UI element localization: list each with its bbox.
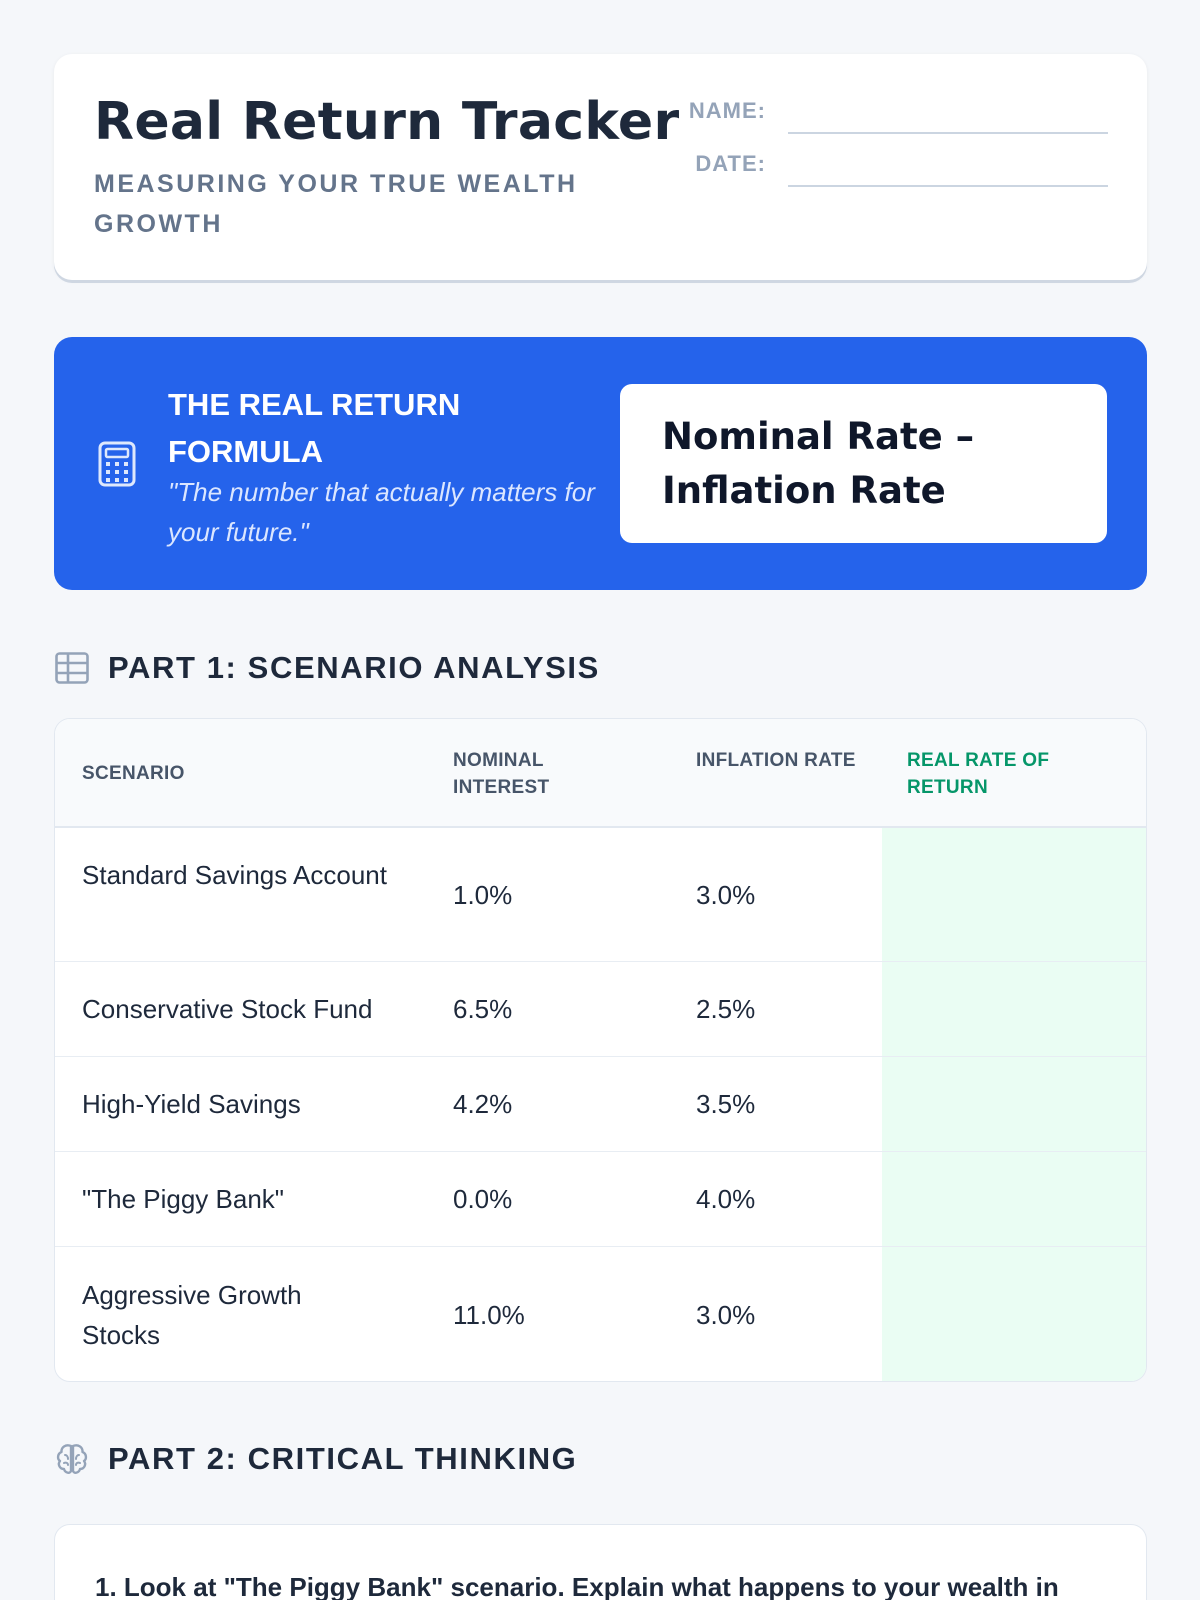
column-header-real-return: REAL RATE OF RETURN xyxy=(907,750,1050,798)
table-row: Standard Savings Account 1.0% 3.0% xyxy=(55,828,1146,962)
question-card: 1. Look at "The Piggy Bank" scenario. Ex… xyxy=(54,1524,1147,1600)
calculator-icon xyxy=(98,441,136,487)
question-1: 1. Look at "The Piggy Bank" scenario. Ex… xyxy=(95,1572,1059,1600)
header-card: Real Return Tracker MEASURING YOUR TRUE … xyxy=(54,54,1147,280)
scenario-name: "The Piggy Bank" xyxy=(82,1184,285,1214)
scenario-name: Standard Savings Account xyxy=(82,860,387,890)
date-field[interactable] xyxy=(788,185,1108,187)
date-label: DATE: xyxy=(695,151,766,176)
column-header-scenario: SCENARIO xyxy=(82,763,185,784)
scenario-name: Aggressive Growth Stocks xyxy=(82,1280,302,1350)
name-field[interactable] xyxy=(788,132,1108,134)
table-icon xyxy=(55,652,89,684)
formula-expression: Nominal Rate – Inflation Rate xyxy=(662,415,975,512)
brain-icon xyxy=(56,1444,88,1474)
real-return-answer[interactable] xyxy=(907,1295,1127,1335)
inflation-rate: 3.0% xyxy=(696,880,756,910)
nominal-rate: 1.0% xyxy=(453,880,513,910)
column-header-inflation: INFLATION RATE xyxy=(696,750,856,771)
table-row: Aggressive Growth Stocks 11.0% 3.0% xyxy=(55,1247,1146,1381)
part1-heading: PART 1: SCENARIO ANALYSIS xyxy=(54,648,754,688)
name-label: NAME: xyxy=(688,98,766,123)
nominal-rate: 6.5% xyxy=(453,994,513,1024)
inflation-rate: 4.0% xyxy=(696,1184,756,1214)
page-subtitle: MEASURING YOUR TRUE WEALTH GROWTH xyxy=(94,170,578,238)
part2-heading: PART 2: CRITICAL THINKING xyxy=(54,1439,754,1479)
scenario-name: Conservative Stock Fund xyxy=(82,994,373,1024)
real-return-answer[interactable] xyxy=(907,989,1127,1029)
part2-heading-text: PART 2: CRITICAL THINKING xyxy=(108,1441,578,1476)
nominal-rate: 0.0% xyxy=(453,1184,513,1214)
column-header-nominal: NOMINAL INTEREST xyxy=(453,750,550,798)
formula-banner: THE REAL RETURN FORMULA "The number that… xyxy=(54,337,1147,590)
formula-quote: "The number that actually matters for yo… xyxy=(168,477,595,547)
real-return-answer[interactable] xyxy=(907,1084,1127,1124)
inflation-rate: 2.5% xyxy=(696,994,756,1024)
table-row: High-Yield Savings 4.2% 3.5% xyxy=(55,1057,1146,1152)
scenario-table: SCENARIO NOMINAL INTEREST INFLATION RATE… xyxy=(54,718,1147,1382)
inflation-rate: 3.5% xyxy=(696,1089,756,1119)
table-row: Conservative Stock Fund 6.5% 2.5% xyxy=(55,962,1146,1057)
nominal-rate: 4.2% xyxy=(453,1089,513,1119)
inflation-rate: 3.0% xyxy=(696,1300,756,1330)
nominal-rate: 11.0% xyxy=(453,1300,525,1330)
table-header: SCENARIO NOMINAL INTEREST INFLATION RATE… xyxy=(55,719,1146,828)
part1-heading-text: PART 1: SCENARIO ANALYSIS xyxy=(108,650,600,685)
real-return-column xyxy=(882,828,1146,1381)
formula-title: THE REAL RETURN FORMULA xyxy=(168,387,461,469)
real-return-answer[interactable] xyxy=(907,875,1127,915)
table-row: "The Piggy Bank" 0.0% 4.0% xyxy=(55,1152,1146,1247)
page-title: Real Return Tracker xyxy=(94,92,680,152)
real-return-answer[interactable] xyxy=(907,1179,1127,1219)
formula-box: Nominal Rate – Inflation Rate xyxy=(620,384,1107,543)
scenario-name: High-Yield Savings xyxy=(82,1089,301,1119)
